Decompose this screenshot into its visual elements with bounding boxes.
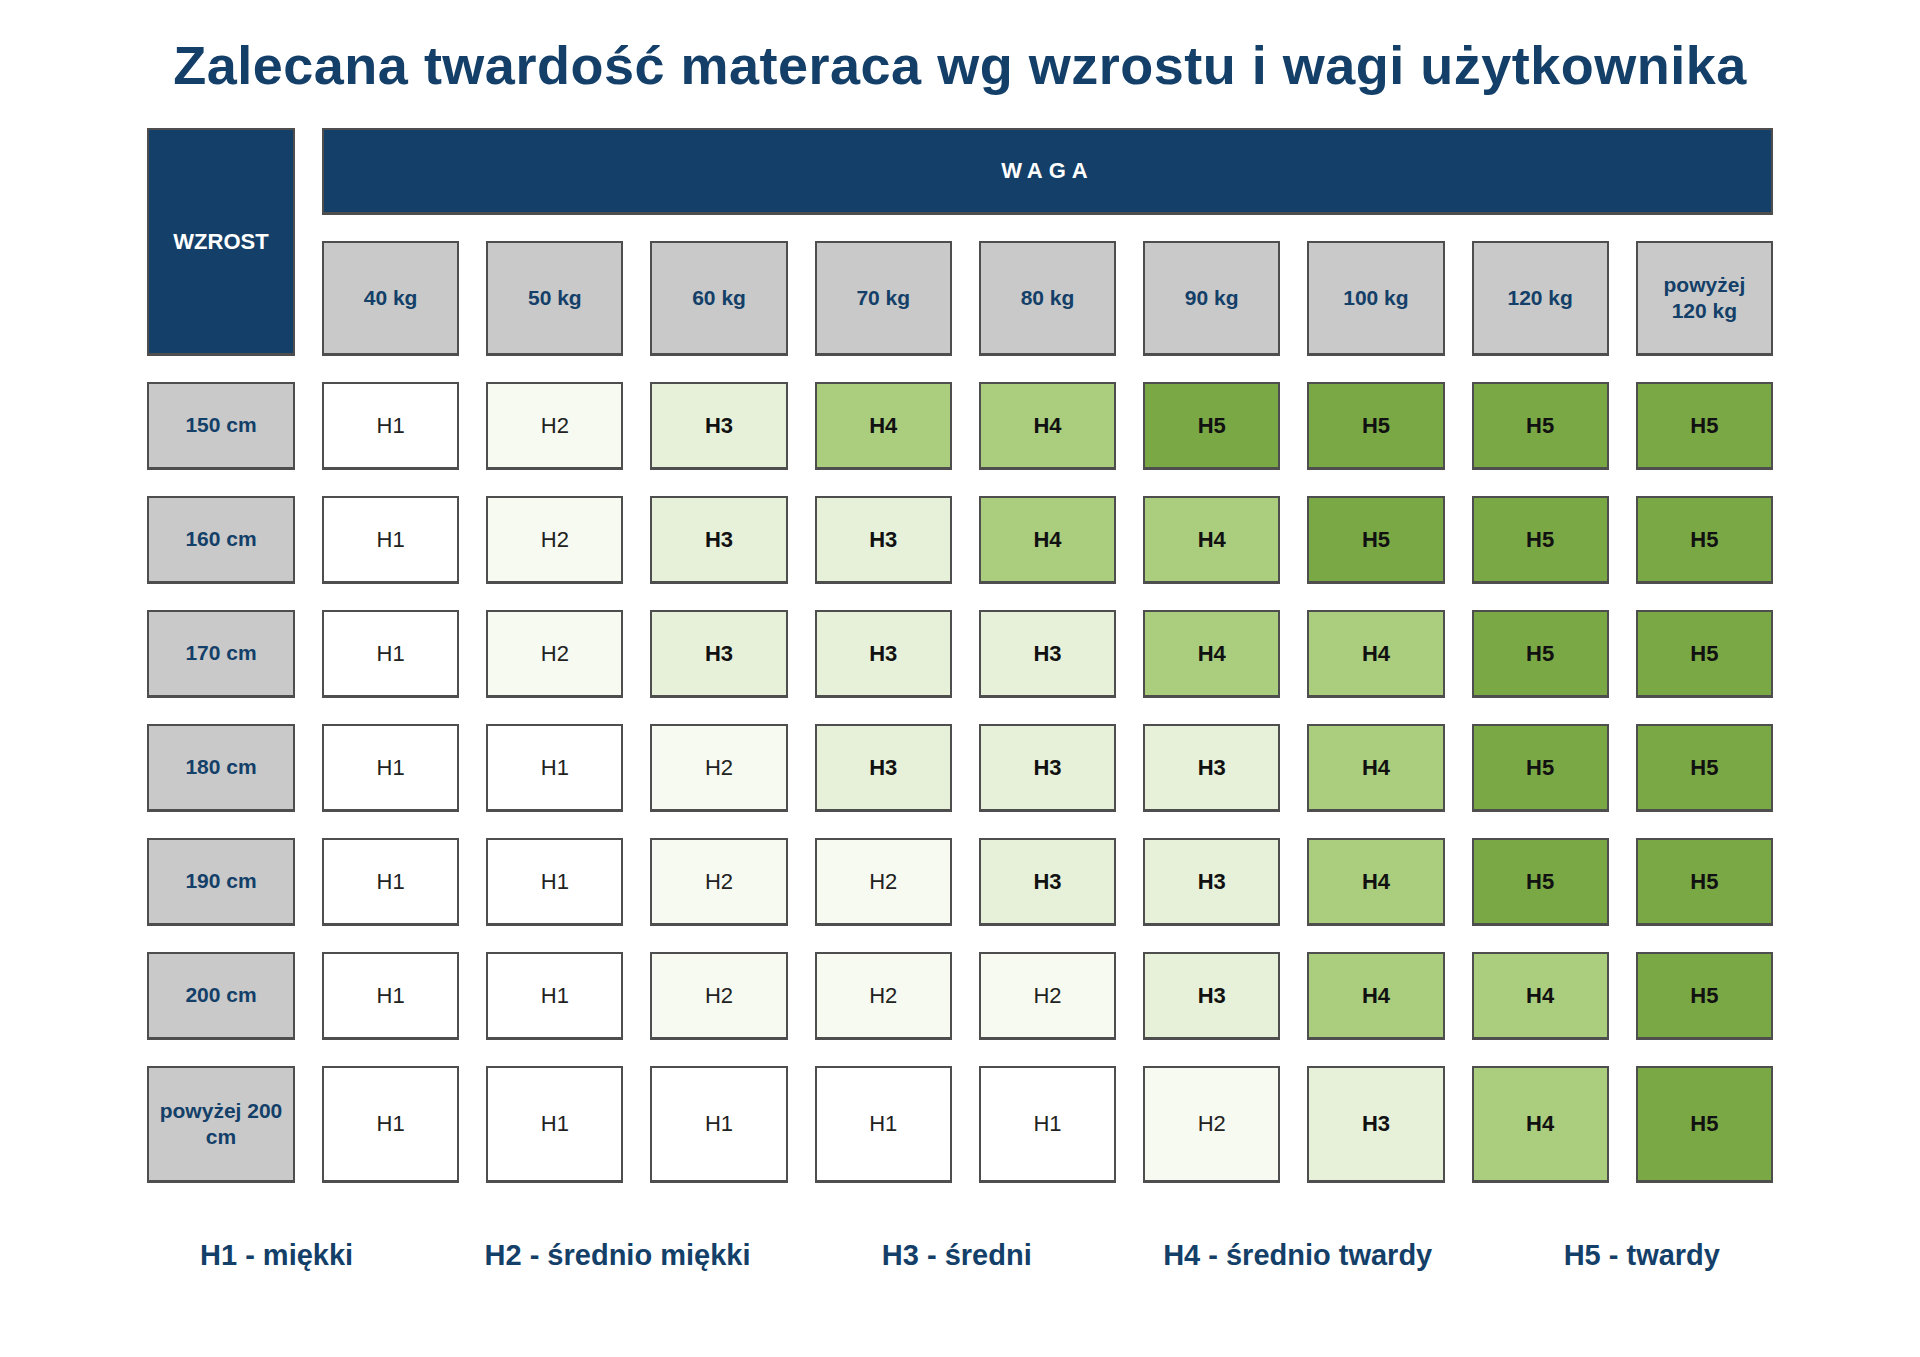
firmness-cell: H2 [486,496,623,584]
firmness-cell: H5 [1472,838,1609,926]
wzrost-header-cell: WZROST [147,128,295,356]
firmness-cell: H5 [1636,724,1773,812]
weight-header-cell: 40 kg [322,241,459,356]
weight-header-cell: 120 kg [1472,241,1609,356]
firmness-cell: H3 [1307,1066,1444,1183]
weight-header-cell: powyżej 120 kg [1636,241,1773,356]
firmness-cell: H1 [322,610,459,698]
firmness-cell: H1 [322,1066,459,1183]
firmness-table: WZROST WAGA 40 kg50 kg60 kg70 kg80 kg90 … [147,128,1773,1183]
firmness-cell: H1 [815,1066,952,1183]
waga-header-cell: WAGA [322,128,1773,215]
firmness-cell: H4 [1472,952,1609,1040]
firmness-cell: H3 [650,496,787,584]
firmness-cell: H3 [650,382,787,470]
firmness-cell: H3 [815,610,952,698]
firmness-cell: H5 [1636,610,1773,698]
firmness-cell: H2 [486,382,623,470]
firmness-cell: H1 [322,382,459,470]
legend-item: H4 - średnio twardy [1163,1239,1432,1272]
height-row-label: 160 cm [147,496,295,584]
firmness-cell: H3 [815,724,952,812]
legend-item: H5 - twardy [1564,1239,1720,1272]
weight-header-cell: 90 kg [1143,241,1280,356]
firmness-cell: H2 [815,952,952,1040]
height-row-label: 150 cm [147,382,295,470]
legend-item: H3 - średni [882,1239,1032,1272]
firmness-cell: H1 [979,1066,1116,1183]
firmness-cell: H5 [1636,952,1773,1040]
firmness-cell: H3 [979,610,1116,698]
height-row-label: 190 cm [147,838,295,926]
weight-header-cell: 50 kg [486,241,623,356]
firmness-cell: H1 [650,1066,787,1183]
weight-header-cell: 70 kg [815,241,952,356]
firmness-cell: H1 [486,838,623,926]
firmness-cell: H5 [1636,382,1773,470]
firmness-cell: H5 [1472,610,1609,698]
height-row-label: 180 cm [147,724,295,812]
firmness-cell: H4 [815,382,952,470]
firmness-cell: H5 [1472,724,1609,812]
firmness-cell: H2 [650,724,787,812]
page-title: Zalecana twardość materaca wg wzrostu i … [0,0,1920,96]
firmness-cell: H3 [1143,952,1280,1040]
firmness-cell: H4 [1307,610,1444,698]
firmness-cell: H3 [979,724,1116,812]
firmness-cell: H3 [650,610,787,698]
firmness-cell: H4 [979,496,1116,584]
firmness-cell: H3 [815,496,952,584]
weight-header-cell: 80 kg [979,241,1116,356]
firmness-cell: H1 [322,952,459,1040]
firmness-cell: H1 [486,724,623,812]
firmness-cell: H4 [1472,1066,1609,1183]
height-row-label: 200 cm [147,952,295,1040]
firmness-cell: H2 [1143,1066,1280,1183]
firmness-cell: H4 [1307,952,1444,1040]
weight-header-cell: 60 kg [650,241,787,356]
firmness-cell: H5 [1636,1066,1773,1183]
firmness-cell: H2 [815,838,952,926]
firmness-cell: H2 [650,838,787,926]
firmness-legend: H1 - miękki H2 - średnio miękki H3 - średn… [200,1239,1720,1272]
firmness-cell: H5 [1307,382,1444,470]
firmness-cell: H4 [1143,610,1280,698]
firmness-cell: H1 [486,1066,623,1183]
legend-item: H1 - miękki [200,1239,353,1272]
firmness-cell: H5 [1143,382,1280,470]
firmness-cell: H2 [650,952,787,1040]
firmness-cell: H3 [1143,724,1280,812]
firmness-cell: H4 [1143,496,1280,584]
firmness-cell: H5 [1472,496,1609,584]
firmness-cell: H4 [979,382,1116,470]
firmness-cell: H4 [1307,838,1444,926]
firmness-cell: H4 [1307,724,1444,812]
height-row-label: powyżej 200 cm [147,1066,295,1183]
firmness-cell: H5 [1307,496,1444,584]
firmness-cell: H2 [486,610,623,698]
firmness-cell: H1 [486,952,623,1040]
firmness-cell: H5 [1472,382,1609,470]
weight-header-cell: 100 kg [1307,241,1444,356]
firmness-cell: H2 [979,952,1116,1040]
mattress-firmness-infographic: Zalecana twardość materaca wg wzrostu i … [0,0,1920,1357]
firmness-cell: H5 [1636,496,1773,584]
firmness-cell: H3 [979,838,1116,926]
legend-item: H2 - średnio miękki [485,1239,751,1272]
height-row-label: 170 cm [147,610,295,698]
firmness-cell: H5 [1636,838,1773,926]
firmness-cell: H1 [322,496,459,584]
firmness-cell: H1 [322,838,459,926]
firmness-cell: H3 [1143,838,1280,926]
firmness-cell: H1 [322,724,459,812]
